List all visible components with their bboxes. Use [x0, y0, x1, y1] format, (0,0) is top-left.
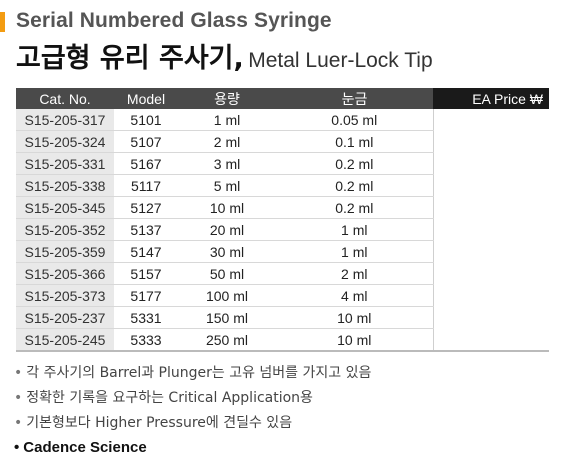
price-cell	[432, 306, 549, 329]
brand-name: Cadence Science	[23, 439, 147, 456]
product-subtitle: Metal Luer-Lock Tip	[248, 49, 433, 72]
cat-no-cell: S15-205-237	[16, 306, 114, 329]
graduation-cell: 1 ml	[276, 240, 433, 263]
model-cell: 5117	[114, 174, 178, 197]
column-header-ea-price: EA Price ₩	[433, 88, 549, 109]
price-cell	[432, 130, 549, 153]
capacity-cell: 30 ml	[178, 240, 276, 263]
price-cell	[432, 328, 549, 352]
bullet-icon: •	[14, 390, 23, 406]
model-cell: 5333	[114, 328, 178, 352]
cat-no-cell: S15-205-359	[16, 240, 114, 263]
cat-no-cell: S15-205-317	[16, 109, 114, 131]
brand-item: • Cadence Science	[14, 437, 371, 462]
product-title-row: 고급형 유리 주사기, Metal Luer-Lock Tip	[16, 36, 433, 75]
price-cell	[432, 262, 549, 285]
table-row: S15-205-338 5117 5 ml 0.2 ml	[16, 174, 549, 197]
table-row: S15-205-373 5177 100 ml 4 ml	[16, 284, 549, 307]
graduation-cell: 10 ml	[276, 328, 433, 352]
price-cell	[432, 152, 549, 175]
column-header-cat-no: Cat. No.	[16, 88, 114, 109]
product-title-korean: 고급형 유리 주사기,	[16, 43, 244, 74]
price-cell	[432, 196, 549, 219]
graduation-cell: 2 ml	[276, 262, 433, 285]
graduation-cell: 0.1 ml	[276, 130, 433, 153]
cat-no-cell: S15-205-331	[16, 152, 114, 175]
feature-notes-list: • 각 주사기의 Barrel과 Plunger는 고유 넘버를 가지고 있음 •…	[14, 362, 371, 462]
price-cell	[432, 284, 549, 307]
capacity-cell: 10 ml	[178, 196, 276, 219]
model-cell: 5331	[114, 306, 178, 329]
table-body: S15-205-317 5101 1 ml 0.05 ml S15-205-324 510…	[16, 109, 549, 352]
list-item: • 정확한 기록을 요구하는 Critical Application용	[14, 387, 371, 412]
column-header-capacity: 용량	[178, 88, 276, 109]
cat-no-cell: S15-205-352	[16, 218, 114, 241]
column-header-graduation: 눈금	[276, 88, 433, 109]
product-title-english: Serial Numbered Glass Syringe	[16, 9, 332, 32]
capacity-cell: 100 ml	[178, 284, 276, 307]
cat-no-cell: S15-205-338	[16, 174, 114, 197]
capacity-cell: 1 ml	[178, 109, 276, 131]
capacity-cell: 150 ml	[178, 306, 276, 329]
table-row: S15-205-345 5127 10 ml 0.2 ml	[16, 196, 549, 219]
cat-no-cell: S15-205-345	[16, 196, 114, 219]
note-text: 기본형보다 Higher Pressure에 견딜수 있음	[26, 415, 293, 431]
capacity-cell: 5 ml	[178, 174, 276, 197]
table-row: S15-205-366 5157 50 ml 2 ml	[16, 262, 549, 285]
bullet-icon: •	[14, 365, 23, 381]
price-cell	[432, 240, 549, 263]
bullet-icon: •	[14, 439, 20, 456]
table-row: S15-205-359 5147 30 ml 1 ml	[16, 240, 549, 263]
model-cell: 5167	[114, 152, 178, 175]
model-cell: 5101	[114, 109, 178, 131]
list-item: • 기본형보다 Higher Pressure에 견딜수 있음	[14, 412, 371, 437]
model-cell: 5107	[114, 130, 178, 153]
table-row: S15-205-324 5107 2 ml 0.1 ml	[16, 130, 549, 153]
graduation-cell: 0.2 ml	[276, 174, 433, 197]
table-header-row: Cat. No. Model 용량 눈금 EA Price ₩	[16, 88, 549, 109]
table-row: S15-205-245 5333 250 ml 10 ml	[16, 328, 549, 352]
list-item: • 각 주사기의 Barrel과 Plunger는 고유 넘버를 가지고 있음	[14, 362, 371, 387]
capacity-cell: 20 ml	[178, 218, 276, 241]
cat-no-cell: S15-205-373	[16, 284, 114, 307]
model-cell: 5127	[114, 196, 178, 219]
price-cell	[432, 174, 549, 197]
cat-no-cell: S15-205-366	[16, 262, 114, 285]
capacity-cell: 3 ml	[178, 152, 276, 175]
note-text: 각 주사기의 Barrel과 Plunger는 고유 넘버를 가지고 있음	[26, 365, 372, 381]
column-header-model: Model	[114, 88, 178, 109]
price-cell	[432, 218, 549, 241]
model-cell: 5157	[114, 262, 178, 285]
cat-no-cell: S15-205-245	[16, 328, 114, 352]
graduation-cell: 1 ml	[276, 218, 433, 241]
graduation-cell: 0.2 ml	[276, 196, 433, 219]
note-text: 정확한 기록을 요구하는 Critical Application용	[26, 390, 313, 406]
cat-no-cell: S15-205-324	[16, 130, 114, 153]
model-cell: 5137	[114, 218, 178, 241]
graduation-cell: 10 ml	[276, 306, 433, 329]
table-row: S15-205-317 5101 1 ml 0.05 ml	[16, 109, 549, 131]
capacity-cell: 250 ml	[178, 328, 276, 352]
table-row: S15-205-237 5331 150 ml 10 ml	[16, 306, 549, 329]
bullet-icon: •	[14, 415, 23, 431]
graduation-cell: 4 ml	[276, 284, 433, 307]
capacity-cell: 2 ml	[178, 130, 276, 153]
title-accent-bar	[0, 12, 5, 32]
product-spec-table: Cat. No. Model 용량 눈금 EA Price ₩ S15-205-…	[16, 88, 549, 352]
price-cell	[432, 109, 549, 131]
table-row: S15-205-331 5167 3 ml 0.2 ml	[16, 152, 549, 175]
capacity-cell: 50 ml	[178, 262, 276, 285]
table-row: S15-205-352 5137 20 ml 1 ml	[16, 218, 549, 241]
graduation-cell: 0.05 ml	[276, 109, 433, 131]
model-cell: 5177	[114, 284, 178, 307]
graduation-cell: 0.2 ml	[276, 152, 433, 175]
model-cell: 5147	[114, 240, 178, 263]
